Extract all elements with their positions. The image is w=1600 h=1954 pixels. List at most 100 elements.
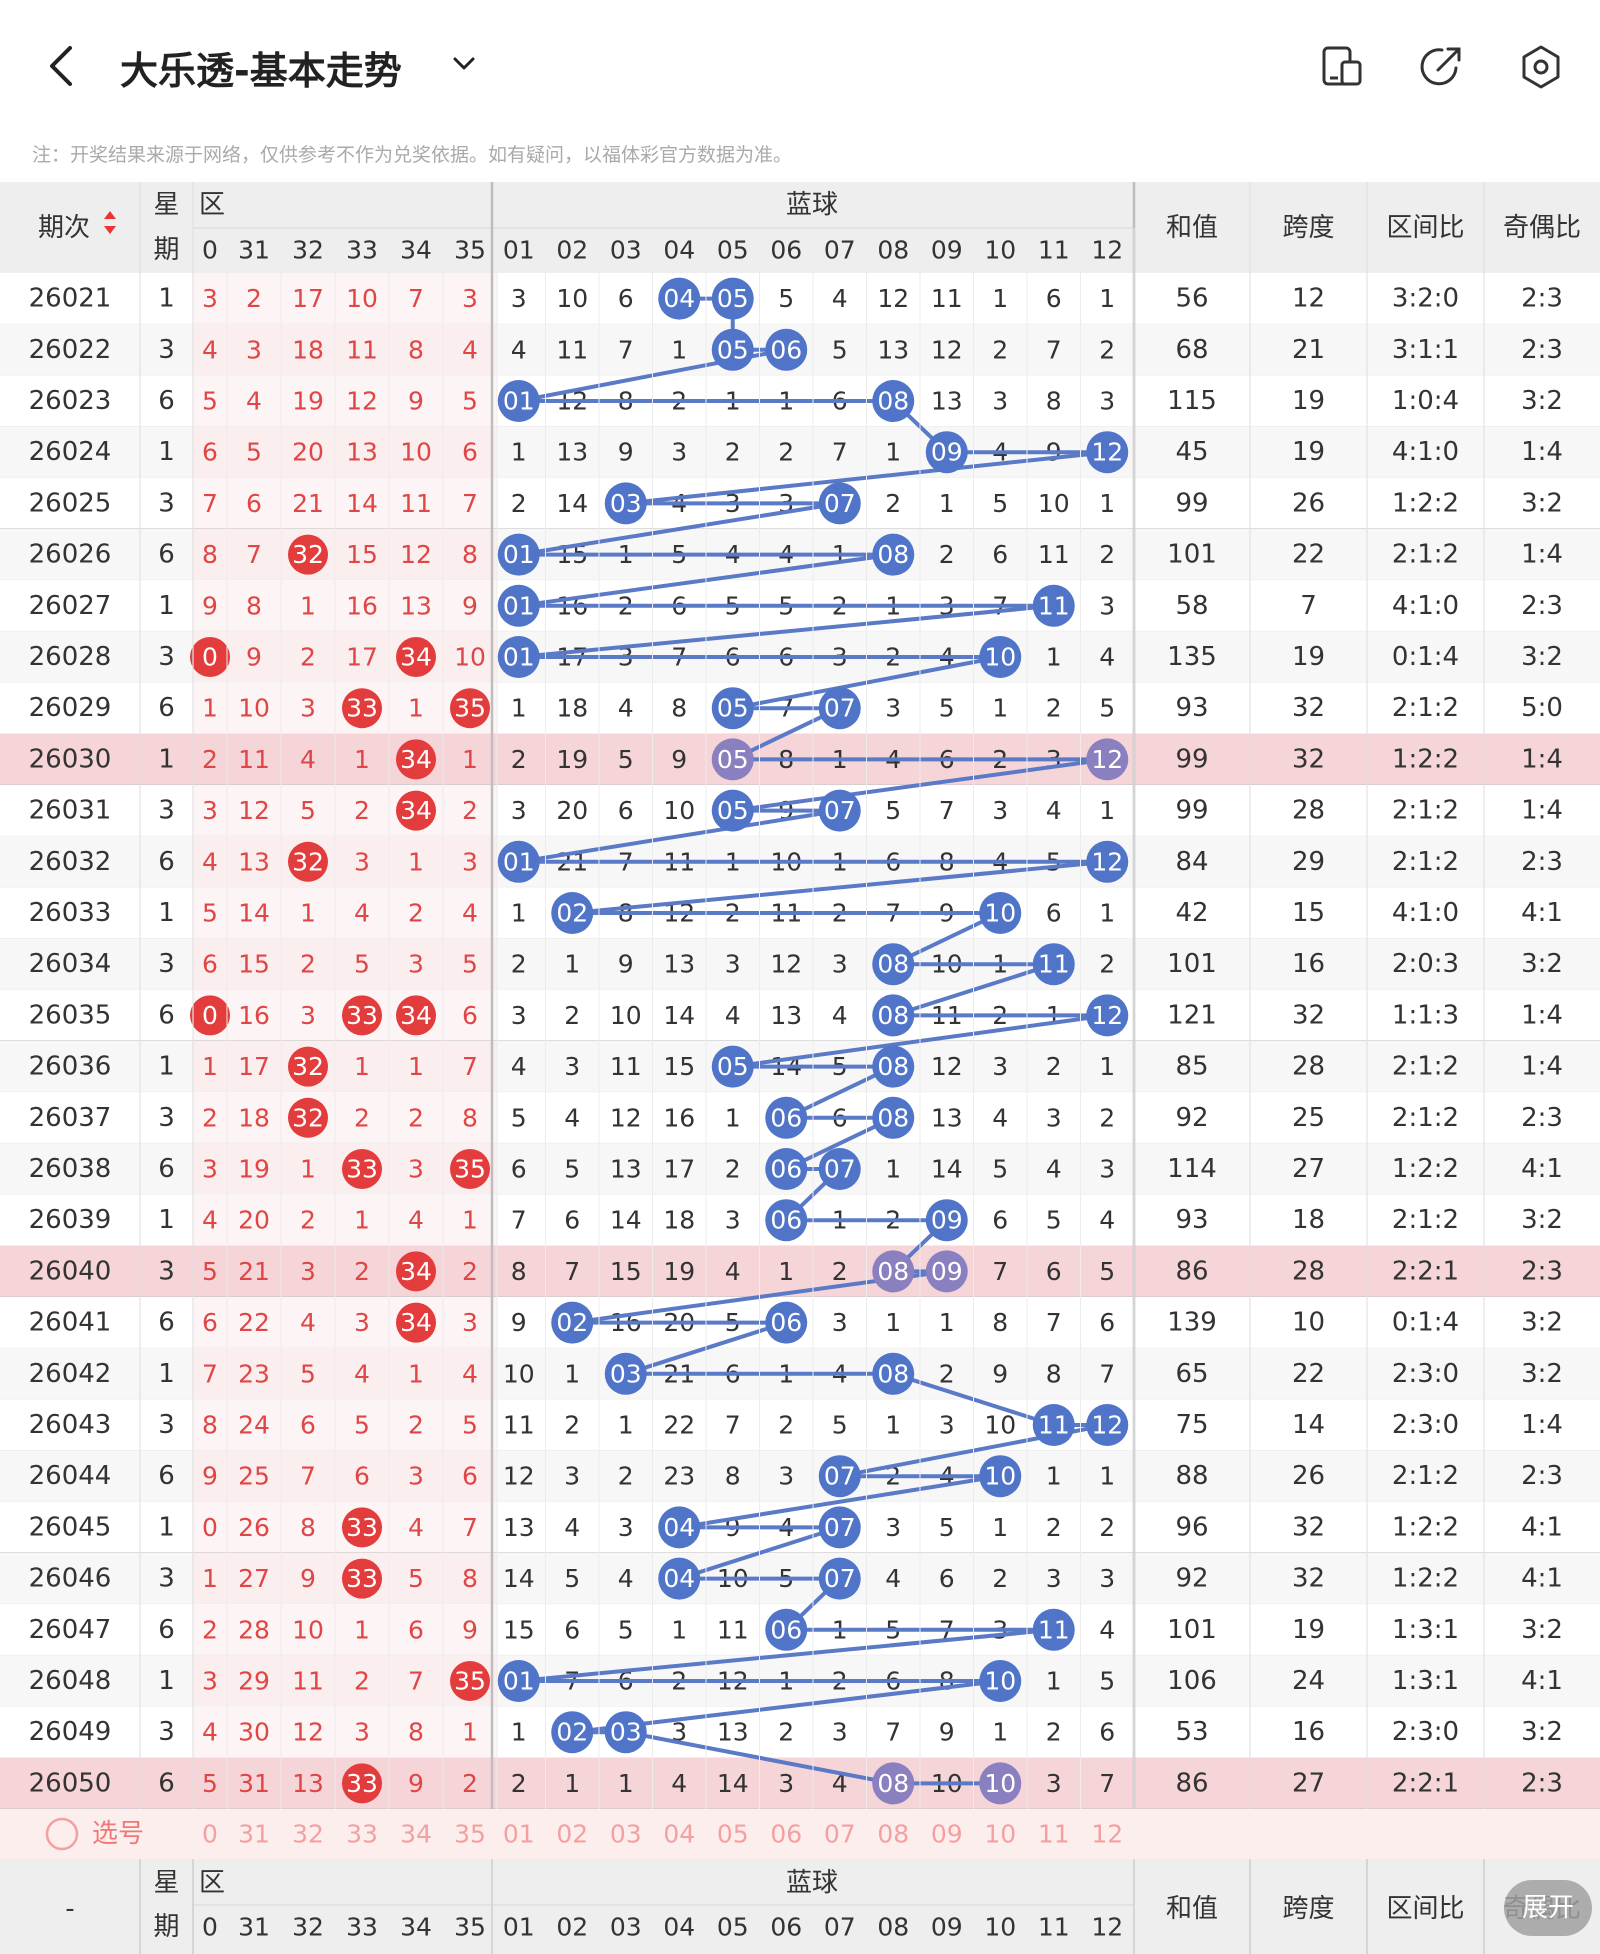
table-row[interactable]: 26049 3 4 30 12 3 8 1 1 3 13 2 3 7 9 1 2 6 53 16 2:3:0 3:2: [0, 1706, 1600, 1759]
header-stat: 奇偶比: [1503, 213, 1581, 243]
table-row[interactable]: 26021 1 3 2 17 10 7 3 3 10 6 5 4 12 11 1 6 1 56 12 3:2:0 2:3: [0, 273, 1600, 325]
table-row[interactable]: 26022 3 4 3 18 11 8 4 4 11 7 1 5 13 12 2 7 2 68 21 3:1:1 2:3: [0, 324, 1600, 376]
weekday: 1: [158, 1512, 175, 1542]
select-front-number[interactable]: 0: [202, 1820, 218, 1849]
weekday: 6: [158, 1308, 175, 1338]
front-ball-hit: [342, 1149, 382, 1189]
select-blue-number[interactable]: 08: [877, 1820, 909, 1849]
select-blue-number[interactable]: 07: [824, 1820, 856, 1849]
select-blue-number[interactable]: 05: [717, 1820, 749, 1849]
front-miss-value: 1: [354, 1206, 370, 1235]
table-row[interactable]: 26035601633334632101441341121121321:1:31…: [0, 989, 1600, 1042]
blue-ball-hit: [604, 482, 647, 525]
select-circle-icon[interactable]: [45, 1817, 79, 1851]
expand-button[interactable]: 展开: [1504, 1880, 1592, 1936]
table-row[interactable]: 260446925763612322383241188262:1:22:3: [0, 1450, 1600, 1503]
front-miss-value: 13: [292, 1769, 324, 1798]
period-number: 26022: [29, 335, 112, 365]
select-blue-number[interactable]: 11: [1038, 1820, 1070, 1849]
period-number: 26031: [29, 796, 112, 826]
table-row[interactable]: 26040 3 5 21 3 2 34 2 8 7 15 19 4 1 2 7 6 5 86 28 2:2:1 2:3: [0, 1245, 1600, 1298]
blue-miss-value: 2: [939, 1359, 955, 1388]
period-number: 26032: [29, 847, 112, 877]
front-ball-hit: [288, 841, 328, 882]
front-ball-hit: [342, 1507, 382, 1548]
table-row[interactable]: 260451026833471343943512296321:2:24:1: [0, 1501, 1600, 1554]
blue-miss-value: 4: [511, 1052, 527, 1081]
chevron-down-icon[interactable]: [450, 52, 478, 76]
select-front-number[interactable]: 32: [292, 1820, 324, 1849]
select-front-number[interactable]: 31: [238, 1820, 270, 1849]
select-blue-number[interactable]: 06: [770, 1820, 802, 1849]
front-miss-value: 9: [246, 643, 262, 672]
header-week-1: 星: [153, 190, 179, 220]
footer-front-col: 33: [346, 1913, 378, 1942]
blue-miss-value: 14: [931, 1155, 963, 1184]
zone-ratio-value: 3:2:0: [1392, 284, 1459, 314]
blue-miss-value: 8: [511, 1257, 527, 1286]
front-miss-value: 3: [408, 1462, 424, 1491]
footer-blue-col: 02: [556, 1913, 588, 1942]
header-blue-col: 01: [503, 236, 535, 265]
select-blue-number[interactable]: 01: [503, 1820, 535, 1849]
blue-miss-value: 13: [556, 438, 588, 467]
header-period[interactable]: 期次: [38, 213, 90, 243]
select-blue-number[interactable]: 09: [931, 1820, 963, 1849]
select-front-number[interactable]: 35: [454, 1820, 486, 1849]
blue-ball-hit: [979, 892, 1022, 934]
front-zone-background: [193, 1041, 497, 1093]
sort-down-icon[interactable]: [104, 226, 116, 234]
device-icon[interactable]: [1320, 44, 1366, 90]
table-row[interactable]: 26038 6 3 19 1 33 3 35 6 5 13 17 2 1 14 5 4 3 114 27 1:2:2 4:…: [0, 1143, 1600, 1196]
page-title[interactable]: 大乐透-基本走势: [120, 49, 402, 93]
sort-up-icon[interactable]: [104, 211, 116, 219]
share-icon[interactable]: [1418, 44, 1464, 90]
select-blue-number[interactable]: 12: [1091, 1820, 1123, 1849]
blue-miss-value: 4: [992, 1103, 1008, 1132]
blue-ball-number: 07: [824, 1155, 856, 1184]
blue-miss-value: 12: [503, 1462, 535, 1491]
blue-miss-value: 5: [832, 335, 848, 364]
table-row[interactable]: 26043 3 8 24 6 5 2 5 11 2 1 22 7 2 5 1 3 10 75 14 2:3:0 1:4: [0, 1399, 1600, 1452]
table-row[interactable]: 260391420214176141831265493182:1:23:2: [0, 1194, 1600, 1247]
footer-period: -: [65, 1894, 74, 1924]
blue-miss-value: 1: [511, 899, 527, 928]
header-week-2: 期: [153, 235, 179, 265]
select-blue-number[interactable]: 04: [663, 1820, 695, 1849]
period-number: 26027: [29, 591, 112, 621]
blue-miss-value: 4: [885, 1564, 901, 1593]
span-value: 16: [1292, 1717, 1325, 1747]
select-front-number[interactable]: 34: [400, 1820, 432, 1849]
select-row[interactable]: [0, 1809, 1600, 1859]
blue-ball-number: 10: [984, 1667, 1016, 1696]
front-miss-value: 14: [238, 899, 270, 928]
front-ball-number: 33: [346, 1155, 378, 1184]
table-row[interactable]: 26028309217341017376632414135190:1:43:2: [0, 631, 1600, 684]
table-row[interactable]: 26034361525352191331231012101162:0:33:2: [0, 938, 1600, 991]
table-row[interactable]: 260361117321174311151451232185282:1:21:4: [0, 1041, 1600, 1093]
table-row[interactable]: 260421723541410121614298765222:3:03:2: [0, 1348, 1600, 1401]
settings-icon[interactable]: [1518, 44, 1564, 90]
table-row[interactable]: 2602416520131061139322714945194:1:01:4: [0, 426, 1600, 479]
select-blue-number[interactable]: 10: [984, 1820, 1016, 1849]
front-miss-value: 1: [408, 694, 424, 723]
odd-even-value: 3:2: [1521, 1359, 1563, 1389]
blue-ball-number: 07: [824, 1564, 856, 1593]
select-front-number[interactable]: 33: [346, 1820, 378, 1849]
blue-miss-value: 2: [725, 1155, 741, 1184]
select-blue-number[interactable]: 02: [556, 1820, 588, 1849]
table-row[interactable]: 260266873215128151544126112101222:1:21:4: [0, 529, 1600, 581]
chevron-left-icon[interactable]: [42, 42, 82, 90]
blue-miss-value: 1: [1046, 1462, 1062, 1491]
front-miss-value: 4: [300, 745, 316, 774]
blue-miss-value: 1: [778, 1257, 794, 1286]
front-ball-number: 34: [400, 643, 432, 672]
period-number: 26042: [29, 1359, 112, 1389]
front-ball-number: 33: [346, 1001, 378, 1030]
select-blue-number[interactable]: 03: [610, 1820, 642, 1849]
select-label[interactable]: 选号: [92, 1819, 144, 1849]
odd-even-value: 4:1: [1521, 1564, 1563, 1594]
table-row[interactable]: 260331514142418122112796142154:1:04:1: [0, 887, 1600, 940]
blue-miss-value: 3: [1099, 591, 1115, 620]
front-miss-value: 16: [238, 1001, 270, 1030]
